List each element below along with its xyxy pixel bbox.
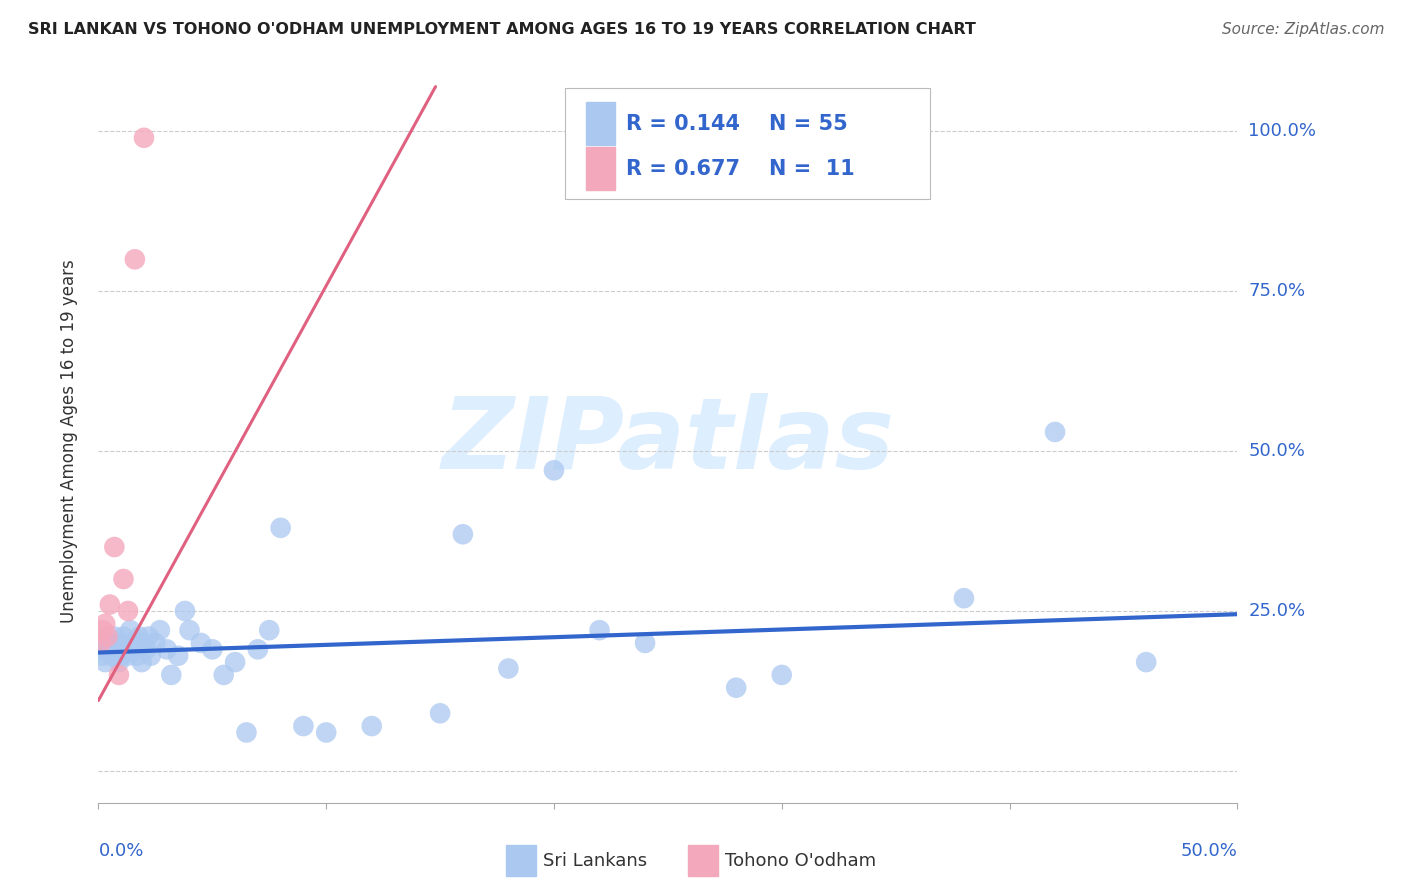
Text: 50.0%: 50.0% [1249,442,1305,460]
Text: Tohono O'odham: Tohono O'odham [725,852,876,870]
Point [246,642,269,657]
Point [128,630,150,644]
Point [121,636,143,650]
Text: R = 0.677    N =  11: R = 0.677 N = 11 [626,159,855,179]
Point [292,719,315,733]
Point [451,527,474,541]
Text: 100.0%: 100.0% [1249,122,1316,140]
Point [96,636,118,650]
Point [212,668,235,682]
Point [105,648,128,663]
Point [90,636,112,650]
Point [135,642,157,657]
Point [91,648,114,663]
Text: 75.0%: 75.0% [1249,282,1306,301]
Point [149,623,172,637]
Point [103,630,125,644]
Point [101,636,124,650]
FancyBboxPatch shape [689,845,718,877]
Text: SRI LANKAN VS TOHONO O'ODHAM UNEMPLOYMENT AMONG AGES 16 TO 19 YEARS CORRELATION : SRI LANKAN VS TOHONO O'ODHAM UNEMPLOYMEN… [28,22,976,37]
Point [139,648,162,663]
Point [145,636,167,650]
Point [117,604,139,618]
Point [108,655,131,669]
FancyBboxPatch shape [565,87,929,200]
Point [160,668,183,682]
Point [94,616,117,631]
Point [112,630,135,644]
Point [124,642,146,657]
FancyBboxPatch shape [586,102,616,145]
Text: R = 0.144    N = 55: R = 0.144 N = 55 [626,113,848,134]
Point [174,604,197,618]
Point [103,642,125,657]
Point [235,725,257,739]
Point [132,636,155,650]
Point [132,131,155,145]
Point [156,642,179,657]
Point [270,521,292,535]
Point [131,655,153,669]
Text: Source: ZipAtlas.com: Source: ZipAtlas.com [1222,22,1385,37]
Point [588,623,610,637]
Point [110,636,132,650]
Point [96,630,118,644]
Point [259,623,281,637]
Text: ZIPatlas: ZIPatlas [441,393,894,490]
Point [120,623,142,637]
Point [1043,425,1066,439]
Point [190,636,212,650]
Point [360,719,382,733]
Point [1135,655,1157,669]
Point [108,668,131,682]
Text: 50.0%: 50.0% [1181,842,1237,860]
Point [90,642,112,657]
Point [91,623,114,637]
Point [429,706,451,721]
Point [498,661,520,675]
Point [112,572,135,586]
Point [117,648,139,663]
Point [103,540,125,554]
Point [543,463,565,477]
Point [634,636,657,650]
Point [953,591,976,606]
Point [201,642,224,657]
Point [725,681,748,695]
Point [124,252,146,267]
Text: Sri Lankans: Sri Lankans [543,852,647,870]
Point [98,642,121,657]
Y-axis label: Unemployment Among Ages 16 to 19 years: Unemployment Among Ages 16 to 19 years [59,260,77,624]
Text: 25.0%: 25.0% [1249,602,1306,620]
Point [315,725,337,739]
Point [94,655,117,669]
Point [770,668,793,682]
Point [110,648,132,663]
FancyBboxPatch shape [586,147,616,190]
Point [114,642,136,657]
FancyBboxPatch shape [506,845,536,877]
Point [138,630,160,644]
Point [101,648,124,663]
Point [127,648,149,663]
Point [167,648,190,663]
Text: 0.0%: 0.0% [98,842,143,860]
Point [98,598,121,612]
Point [224,655,246,669]
Point [179,623,201,637]
